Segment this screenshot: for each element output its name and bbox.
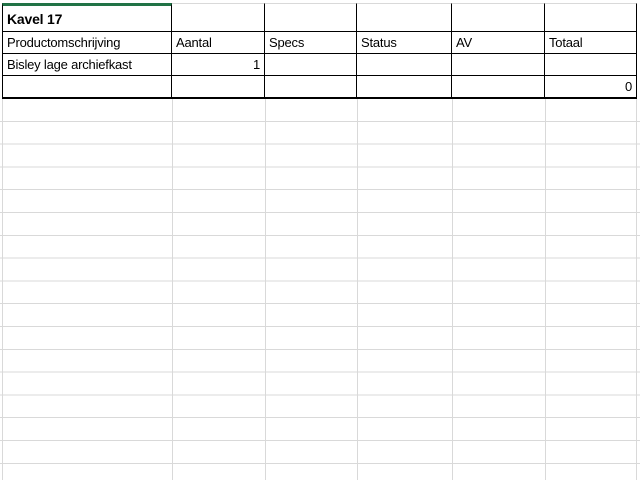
- column-gridline: [452, 99, 453, 480]
- item-row: Bisley lage archiefkast 1: [2, 54, 637, 76]
- cell-total-av[interactable]: [452, 76, 545, 97]
- cell-total-aantal[interactable]: [172, 76, 265, 97]
- column-gridline: [172, 99, 173, 480]
- cell-item-product[interactable]: Bisley lage archiefkast: [2, 54, 172, 75]
- cell-header-aantal[interactable]: Aantal: [172, 32, 265, 53]
- cell-e1[interactable]: [452, 3, 545, 31]
- cell-total-totaal[interactable]: 0: [545, 76, 637, 97]
- cell-header-specs[interactable]: Specs: [265, 32, 357, 53]
- kavel-table: Kavel 17 Productomschrijving Aantal Spec…: [2, 3, 637, 99]
- column-gridline: [357, 99, 358, 480]
- cell-c1[interactable]: [265, 3, 357, 31]
- header-row: Productomschrijving Aantal Specs Status …: [2, 32, 637, 54]
- cell-header-status[interactable]: Status: [357, 32, 452, 53]
- cell-d1[interactable]: [357, 3, 452, 31]
- cell-total-status[interactable]: [357, 76, 452, 97]
- cell-total-specs[interactable]: [265, 76, 357, 97]
- cell-b1[interactable]: [172, 3, 265, 31]
- cell-total-product[interactable]: [2, 76, 172, 97]
- cell-header-productomschrijving[interactable]: Productomschrijving: [2, 32, 172, 53]
- column-gridline: [636, 99, 637, 480]
- column-gridline: [545, 99, 546, 480]
- cell-item-specs[interactable]: [265, 54, 357, 75]
- cell-item-totaal[interactable]: [545, 54, 637, 75]
- cell-item-av[interactable]: [452, 54, 545, 75]
- empty-cells-grid[interactable]: [0, 99, 640, 480]
- cell-header-av[interactable]: AV: [452, 32, 545, 53]
- cell-header-totaal[interactable]: Totaal: [545, 32, 637, 53]
- column-gridline: [265, 99, 266, 480]
- cell-item-status[interactable]: [357, 54, 452, 75]
- cell-a1-kavel-title[interactable]: Kavel 17: [2, 3, 172, 31]
- cell-item-aantal[interactable]: 1: [172, 54, 265, 75]
- cell-f1[interactable]: [545, 3, 637, 31]
- title-row: Kavel 17: [2, 3, 637, 32]
- total-row: 0: [2, 76, 637, 99]
- column-gridline: [2, 99, 3, 480]
